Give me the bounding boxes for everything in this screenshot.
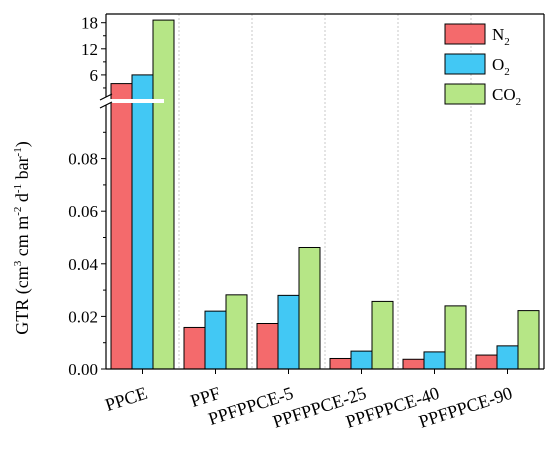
break-mark [99,101,113,109]
axis-break-band [98,99,164,103]
category-labels: PPCE PPFPPFPPCE-5PPFPPCE-25PPFPPCE-40PPFP… [103,383,515,432]
legend-label-co2: CO2 [492,85,521,108]
y-tick-label: 0.06 [68,202,98,221]
y-tick-label: 18 [81,14,98,33]
bar-co2-ppfppce-90 [517,310,540,370]
legend-swatch-n2 [444,23,486,45]
bar-co2-ppfppce-40 [444,305,467,370]
bar-n2-ppfppce-25 [329,357,352,370]
y-axis-title: GTR (cm3 cm m-2 d-1 bar-1) [12,141,33,334]
legend-label-o2: O2 [492,55,510,78]
bar-co2-ppf [225,294,248,370]
y-tick-label: 0.08 [68,150,98,169]
gridlines [178,14,472,369]
bars [98,19,540,370]
bar-o2-ppfppce-40 [423,351,446,370]
y-tick-label: 12 [81,40,98,59]
bar-n2-ppfppce-5 [256,323,279,370]
bar-co2-ppfppce-25 [371,300,394,370]
bar-co2-ppce [152,19,175,370]
break-mark [99,93,113,101]
bar-o2-ppf [204,310,227,370]
category-label: PPCE [103,383,150,415]
legend-label-n2: N2 [492,25,510,48]
tick-labels: 0.00 0.02 0.04 0.06 0.08 6 12 18 [68,14,98,379]
bar-o2-ppfppce-90 [496,345,519,370]
y-tick-label: 0.02 [68,307,98,326]
legend: N2 O2 CO2 [444,23,521,108]
axes [99,13,545,374]
bar-co2-ppfppce-5 [298,246,321,370]
bar-n2-ppfppce-90 [475,354,498,370]
legend-swatch-co2 [444,83,486,105]
y-tick-label: 0.04 [68,255,98,274]
y-tick-label: 6 [90,66,99,85]
legend-swatch-o2 [444,53,486,75]
bar-n2-ppfppce-40 [402,358,425,370]
bar-n2-ppce [110,83,133,370]
bar-n2-ppf [183,326,206,370]
bar-o2-ppfppce-25 [350,350,373,370]
y-tick-label: 0.00 [68,360,98,379]
bar-o2-ppfppce-5 [277,294,300,370]
bar-o2-ppce [131,74,154,370]
